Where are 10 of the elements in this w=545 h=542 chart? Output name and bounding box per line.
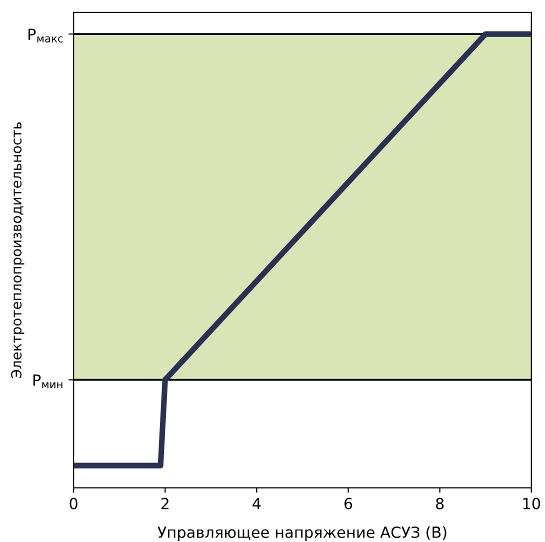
ref-line-label: P$_{макс}$ bbox=[28, 28, 63, 42]
x-tick-label: 10 bbox=[523, 498, 540, 510]
x-tick-label: 6 bbox=[344, 498, 352, 510]
x-tick-label: 4 bbox=[252, 498, 261, 510]
x-axis-title: Управляющее напряжение АСУЗ (В) bbox=[158, 526, 446, 541]
x-tick-label: 0 bbox=[70, 498, 78, 510]
y-axis-title: Электротеплопроизводительность bbox=[11, 122, 24, 378]
x-tick-label: 2 bbox=[161, 498, 168, 510]
x-tick-label: 8 bbox=[436, 498, 444, 510]
ref-line-label: P$_{мин}$ bbox=[33, 374, 62, 388]
